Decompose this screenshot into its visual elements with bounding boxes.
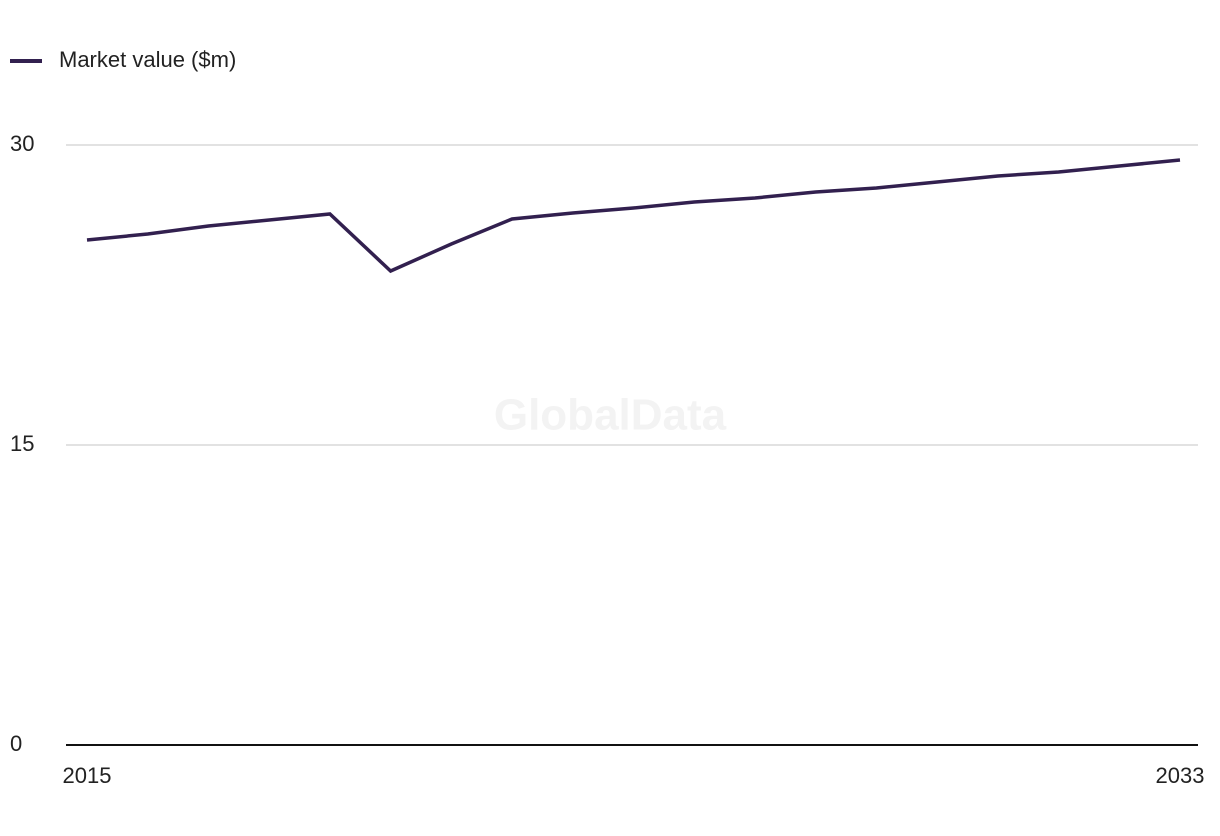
line (86, 158, 1181, 274)
watermark: GlobalData (494, 391, 727, 440)
y-tick-label: 15 (10, 431, 34, 456)
y-tick-label: 30 (10, 131, 34, 156)
legend-label: Market value ($m) (59, 47, 236, 72)
y-tick-label: 0 (10, 731, 22, 756)
x-tick-label: 2015 (63, 763, 112, 788)
x-tick-label: 2033 (1156, 763, 1205, 788)
